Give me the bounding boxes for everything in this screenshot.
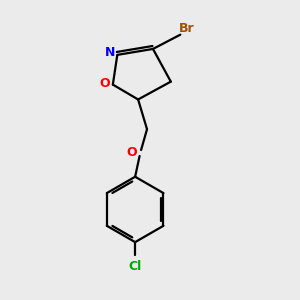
Text: Cl: Cl bbox=[128, 260, 142, 273]
Text: N: N bbox=[105, 46, 115, 59]
Text: O: O bbox=[126, 146, 137, 159]
Text: Br: Br bbox=[178, 22, 194, 35]
Text: O: O bbox=[99, 77, 110, 90]
